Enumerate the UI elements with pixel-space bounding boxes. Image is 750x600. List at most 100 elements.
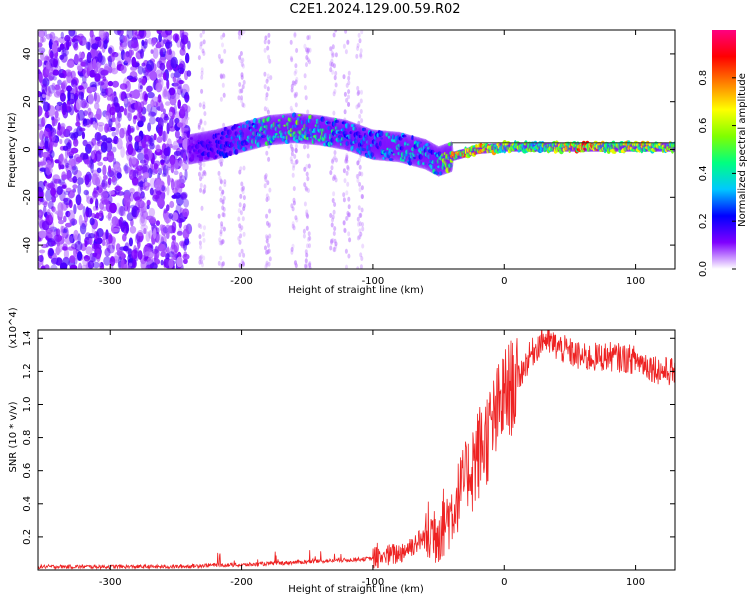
noise-blob [41,264,46,269]
noise-blob [105,87,114,97]
noise-blob [38,211,42,218]
streak-blob [342,197,346,203]
noise-blob [173,92,180,100]
streak-blob [241,216,245,222]
streak-blob [291,223,295,229]
noise-blob [108,118,113,128]
streak-blob [219,229,223,235]
noise-blob [61,49,69,57]
noise-blob [136,112,144,122]
noise-blob [40,196,45,203]
streak-blob [221,42,224,48]
streak-blob [202,170,206,175]
streak-blob [199,182,203,188]
x-tick-label: -100 [362,276,385,287]
streak-blob [198,102,202,108]
noise-blob [176,86,183,95]
streak-blob [289,105,293,111]
streak-blob [219,179,223,185]
x-tick-label: -100 [362,577,385,588]
streak-blob [343,178,347,184]
noise-blob [89,159,94,170]
y-tick-label: 0.6 [22,463,33,479]
noise-blob [160,49,164,57]
streak-blob [293,93,297,99]
streak-blob [359,264,363,269]
noise-blob [92,193,98,200]
noise-blob [63,248,69,260]
noise-blob [59,181,67,188]
streak-blob [332,157,336,163]
noise-blob [166,122,170,135]
noise-blob [78,214,83,226]
streak-blob [303,144,307,150]
streak-blob [198,240,202,246]
noise-blob [171,221,177,234]
noise-blob [143,144,148,154]
noise-blob [38,42,43,48]
streak-blob [342,168,346,174]
noise-blob [92,261,100,269]
noise-blob [41,117,46,127]
noise-blob [39,249,46,254]
streak-blob [330,50,334,56]
noise-blob [68,150,75,156]
noise-blob [54,159,60,164]
noise-blob [180,32,185,43]
noise-blob [129,90,136,99]
noise-blob [50,240,57,247]
noise-blob [122,210,126,217]
streak-blob [200,205,204,211]
noise-blob [85,143,92,154]
noise-blob [147,37,153,45]
streak-blob [357,89,361,95]
noise-blob [168,126,176,132]
streak-blob [240,186,244,192]
streak-blob [264,245,267,251]
streak-blob [305,55,309,60]
noise-blob [92,58,97,70]
y-tick-label: 20 [22,95,33,108]
streak-blob [342,74,346,80]
streak-blob [332,209,336,215]
noise-blob [131,56,137,68]
noise-blob [72,38,78,49]
noise-blob [75,121,81,127]
streak-blob [265,92,269,98]
snr-y-ticks: 0.2 0.4 0.6 0.8 1.0 1.2 1.4 [22,330,675,545]
noise-blob [156,41,161,48]
noise-blob [73,53,80,65]
streak-blob [219,231,223,237]
snr-line [38,330,675,570]
noise-blob [178,79,184,85]
noise-blob [107,80,114,87]
noise-blob [45,33,53,40]
noise-blob [138,81,143,93]
noise-blob [112,80,119,88]
noise-blob [66,149,71,157]
streak-blob [356,85,360,91]
x-tick-label: 0 [501,577,507,588]
streak-blob [295,48,299,53]
streak-blob [330,238,334,244]
streak-blob [345,158,349,164]
streak-blob [222,32,226,38]
streak-blob [219,197,223,203]
streak-blob [289,55,293,61]
streak-blob [357,205,361,211]
noise-blob [173,180,181,191]
y-tick-label: -20 [22,189,33,205]
noise-blob [127,124,131,136]
noise-blob [176,139,184,144]
noise-blob [137,66,144,75]
streak-blob [292,200,296,206]
noise-blob [38,198,42,206]
noise-blob [146,247,153,253]
noise-blob [42,220,50,231]
colorbar-tick-label: 0.6 [698,118,709,134]
noise-blob [156,234,164,245]
noise-blob [45,163,51,176]
streak-blob [293,70,297,76]
streak-blob [334,52,338,58]
noise-blob [51,131,56,142]
